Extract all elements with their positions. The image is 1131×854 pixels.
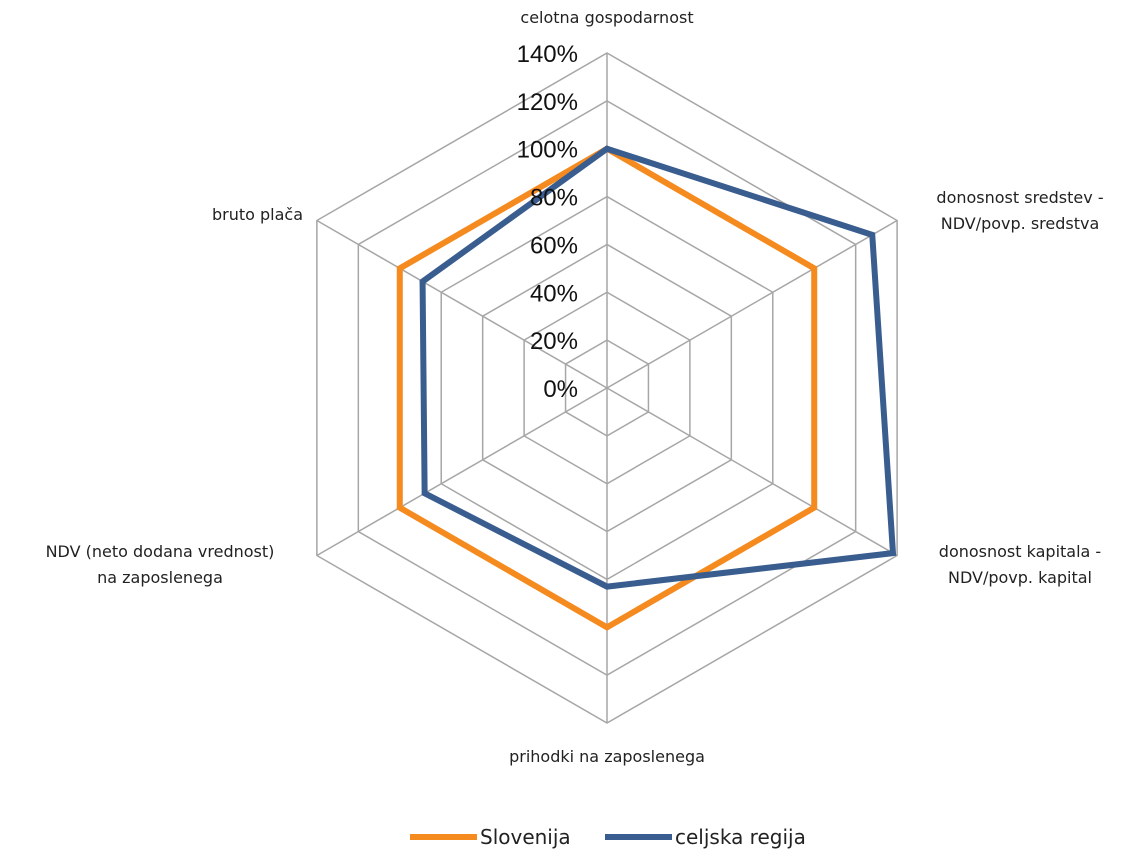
tick-label: 120% [517, 89, 578, 116]
series-line-celjska-regija [419, 145, 897, 590]
series-lines [396, 145, 897, 631]
series-line-slovenija [396, 145, 818, 631]
axis-label: celotna gospodarnost [520, 8, 693, 27]
tick-label: 0% [543, 376, 578, 403]
category-labels: celotna gospodarnost donosnost sredstev -… [46, 8, 1104, 766]
legend: Slovenija celjska regija [410, 825, 806, 849]
tick-label: 40% [530, 280, 578, 307]
axis-label: NDV (neto dodana vrednost) na zaposlenega [46, 542, 275, 587]
axis-label: donosnost sredstev -NDV/povp. sredstva [936, 188, 1103, 233]
grid-spoke [316, 387, 608, 557]
tick-labels: 0% 20% 40% 60% 80% 100% 120% 140% [517, 41, 578, 403]
tick-label: 60% [530, 232, 578, 259]
legend-label: Slovenija [480, 825, 571, 849]
grid [316, 52, 898, 724]
grid-spoke [606, 219, 898, 389]
grid-spoke [606, 387, 898, 557]
tick-label: 140% [517, 41, 578, 68]
legend-label: celjska regija [675, 825, 806, 849]
grid-spoke [316, 219, 608, 389]
axis-label: prihodki na zaposlenega [509, 747, 705, 766]
tick-label: 100% [517, 137, 578, 164]
axis-label: donosnost kapitala -NDV/povp. kapital [939, 542, 1101, 587]
axis-label: bruto plača [212, 205, 303, 224]
tick-label: 80% [530, 185, 578, 212]
tick-label: 20% [530, 328, 578, 355]
